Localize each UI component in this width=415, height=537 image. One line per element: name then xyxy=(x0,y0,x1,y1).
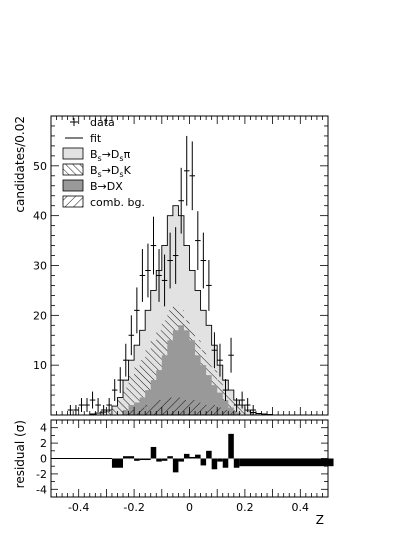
residual-bar xyxy=(189,456,196,459)
residual-bar xyxy=(195,454,201,459)
residual-bar xyxy=(134,458,140,461)
legend-label: Bs→Dsπ xyxy=(90,148,131,163)
residual-bar xyxy=(239,458,334,467)
y-axis-title: candidates/0.02 xyxy=(13,116,27,213)
x-tick-label: -0.2 xyxy=(123,501,144,514)
y-tick-label: 30 xyxy=(33,260,47,273)
legend-label: fit xyxy=(90,132,102,145)
residual-bar xyxy=(206,450,212,459)
bs-dspi-area xyxy=(51,205,328,415)
residual-bar xyxy=(139,458,151,461)
legend-swatch xyxy=(62,195,84,208)
residual-bar xyxy=(183,453,190,459)
legend-item: data xyxy=(70,116,115,129)
y-tick-label: 10 xyxy=(33,359,47,372)
residual-bar xyxy=(111,458,124,468)
residual-y-tick-label: 2 xyxy=(40,437,47,450)
legend-item: B→DX xyxy=(62,179,123,193)
residual-y-tick-label: 4 xyxy=(40,422,47,435)
legend-item: Bs→Dsπ xyxy=(62,147,131,163)
comb-bg-area xyxy=(51,397,328,415)
y-tick-label: 20 xyxy=(33,309,47,322)
legend-swatch xyxy=(62,147,84,160)
residual-bar xyxy=(211,458,218,470)
y-tick-label: 50 xyxy=(33,160,47,173)
legend-swatch xyxy=(62,163,84,176)
legend-label: B→DX xyxy=(90,180,123,193)
residual-bar xyxy=(167,456,173,459)
residual-bar xyxy=(222,458,229,468)
residual-y-tick-label: -2 xyxy=(36,468,47,481)
legend-item: Bs→DsK xyxy=(62,163,132,179)
y-tick-label: 40 xyxy=(33,210,47,223)
legend-label: data xyxy=(90,116,115,129)
residual-y-tick-label: -4 xyxy=(36,483,47,496)
legend-swatch xyxy=(62,179,84,192)
legend-label: comb. bg. xyxy=(90,196,145,209)
x-tick-label: -0.4 xyxy=(68,501,89,514)
residual-bar xyxy=(200,458,207,466)
main-panel: 10 20 30 40 50 candidates/0.02 xyxy=(13,115,329,416)
residual-bar xyxy=(217,458,223,462)
legend-item: fit xyxy=(65,132,102,145)
x-tick-label: 0.2 xyxy=(236,501,254,514)
residual-axis-title: residual (σ) xyxy=(13,420,27,488)
legend-item: comb. bg. xyxy=(62,195,145,209)
residual-bar xyxy=(156,458,162,462)
residual-y-tick-label: 0 xyxy=(40,453,47,466)
residual-bar xyxy=(161,458,168,461)
b-dx-area xyxy=(51,325,328,415)
x-axis-title: Z xyxy=(316,513,324,527)
residual-bar xyxy=(123,456,135,459)
residual-bar xyxy=(233,458,240,468)
legend-label: Bs→DsK xyxy=(90,164,132,179)
x-tick-label: 0 xyxy=(186,501,193,514)
residual-bar xyxy=(172,458,179,473)
x-tick-label: 0.4 xyxy=(292,501,310,514)
residual-bar xyxy=(150,446,157,459)
residual-bar xyxy=(178,458,184,462)
residual-bar xyxy=(228,433,234,459)
